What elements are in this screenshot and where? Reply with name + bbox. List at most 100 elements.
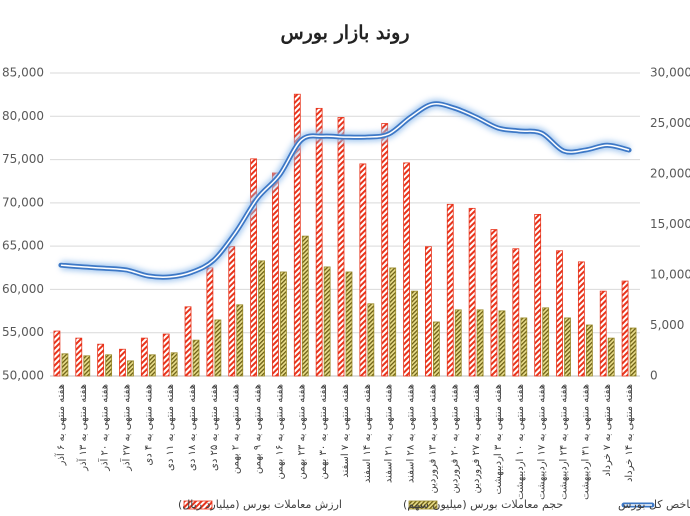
x-tick-label: هفته منتهی به ۲ بهمن <box>231 384 242 474</box>
x-tick-label: هفته منتهی به ۱۳ فروردین <box>427 384 438 493</box>
bar <box>315 107 323 377</box>
bar <box>599 290 607 377</box>
x-tick-label: هفته منتهی به ۲۱ اسفند <box>384 384 395 483</box>
bar <box>621 280 629 377</box>
x-tick-label: هفته منتهی به ۹ بهمن <box>253 384 264 474</box>
bar <box>105 354 113 377</box>
bar <box>272 172 279 377</box>
y-tick-label: 55,000 <box>2 325 44 339</box>
bar <box>53 330 61 377</box>
legend-swatch <box>408 500 438 510</box>
bar <box>214 319 222 377</box>
bar <box>236 304 244 377</box>
x-tick-label: هفته منتهی به ۱۰ اردیبهشت <box>515 384 526 500</box>
y2-tick-label: 30,000 <box>650 66 690 80</box>
bar <box>250 158 257 377</box>
bar <box>97 343 105 377</box>
x-tick-label: هفته منتهی به ۲۷ فروردین <box>471 384 482 493</box>
bar <box>512 248 520 377</box>
bar <box>119 348 126 377</box>
x-tick-label: هفته منتهی به ۷ خرداد <box>602 384 613 477</box>
x-tick-label: هفته منتهی به ۲۳ بهمن <box>296 384 307 479</box>
bar <box>468 207 476 377</box>
bar <box>359 163 367 377</box>
bar <box>542 307 550 377</box>
x-tick-label: هفته منتهی به ۱۸ دی <box>187 384 198 471</box>
legend-swatch <box>183 500 213 510</box>
bar <box>148 354 156 377</box>
bar <box>433 321 440 377</box>
bar <box>75 337 83 377</box>
x-tick-label: هفته منتهی به ۱۴ اسفند <box>362 384 373 483</box>
y2-tick-label: 15,000 <box>650 217 690 231</box>
bar <box>140 337 148 377</box>
bar <box>454 309 462 377</box>
x-tick-label: هفته منتهی به ۳۱ اردیبهشت <box>580 384 591 500</box>
y-tick-label: 70,000 <box>2 195 44 209</box>
bar <box>337 117 345 377</box>
x-tick-label: هفته منتهی به ۲۵ دی <box>209 384 220 471</box>
legend-label: ارزش معاملات بورس (میلیارد ریال) <box>178 498 342 511</box>
y2-tick-label: 20,000 <box>650 167 690 181</box>
bar <box>498 310 506 377</box>
y-tick-label: 85,000 <box>2 66 44 80</box>
bar <box>490 229 498 377</box>
x-tick-label: هفته منتهی به ۲۰ فروردین <box>449 384 460 493</box>
bar <box>585 324 593 377</box>
y-tick-label: 75,000 <box>2 152 44 166</box>
bar <box>577 261 585 377</box>
bar <box>345 271 353 377</box>
bar <box>629 327 637 377</box>
x-tick-label: هفته منتهی به ۲۰ آذر <box>98 384 111 472</box>
y2-tick-label: 0 <box>650 369 658 383</box>
bar <box>403 162 410 377</box>
bar <box>301 235 309 377</box>
legend-label: شاخص کل بورس <box>618 498 690 511</box>
x-tick-label: هفته منتهی به ۲۸ اسفند <box>406 384 417 483</box>
bar <box>381 123 389 377</box>
bar <box>162 333 170 377</box>
chart-title: روند بازار بورس <box>280 22 409 44</box>
bar <box>280 271 287 377</box>
x-tick-label: هفته منتهی به ۴ دی <box>143 384 154 466</box>
x-tick-label: هفته منتهی به ۱۱ دی <box>165 384 176 471</box>
y-tick-label: 65,000 <box>2 239 44 253</box>
y2-tick-label: 10,000 <box>650 268 690 282</box>
x-tick-label: هفته منتهی به ۳۰ بهمن <box>318 384 329 479</box>
bar <box>556 250 563 377</box>
legend-label: حجم معاملات بورس (میلیون سهم) <box>403 498 563 511</box>
x-tick-label: هفته منتهی به ۱۳ آذر <box>76 384 89 472</box>
bar <box>520 317 528 377</box>
x-tick-label: هفته منتهی به ۶ آذر <box>54 384 67 466</box>
bar <box>411 290 418 377</box>
y-tick-label: 60,000 <box>2 282 44 296</box>
bar <box>61 353 69 377</box>
bar <box>206 267 214 377</box>
bar <box>83 355 91 377</box>
bar <box>323 266 331 377</box>
bar <box>564 317 571 377</box>
line-inner <box>60 103 630 278</box>
bar <box>228 246 236 377</box>
x-tick-label: هفته منتهی به ۲۷ آذر <box>119 384 132 472</box>
x-tick-label: هفته منتهی به ۱۶ بهمن <box>274 384 285 479</box>
y-tick-label: 80,000 <box>2 109 44 123</box>
bar <box>425 246 432 377</box>
bar <box>127 360 134 377</box>
x-tick-label: هفته منتهی به ۱۴ خرداد <box>624 384 635 482</box>
bar <box>258 260 265 377</box>
line-glow <box>60 99 631 282</box>
bar <box>446 203 454 377</box>
y2-tick-label: 25,000 <box>650 116 690 130</box>
bar <box>367 303 375 377</box>
bar <box>293 93 301 377</box>
x-tick-label: هفته منتهی به ۱۷ اردیبهشت <box>537 384 548 500</box>
x-tick-label: هفته منتهی به ۷ اسفند <box>340 384 351 478</box>
x-tick-label: هفته منتهی به ۲۴ اردیبهشت <box>559 384 570 500</box>
bar <box>170 352 178 377</box>
bar <box>476 309 484 377</box>
bar <box>607 337 615 377</box>
y-tick-label: 50,000 <box>2 369 44 383</box>
x-tick-label: هفته منتهی به ۳ اردیبهشت <box>493 384 504 495</box>
